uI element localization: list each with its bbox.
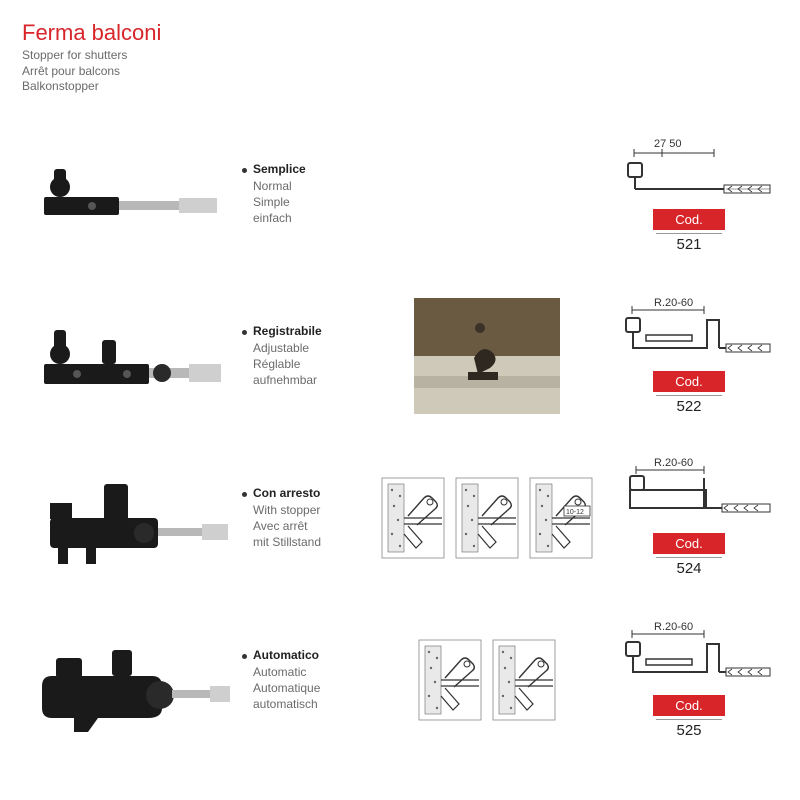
variant-name-it: Con arresto [253,486,320,500]
product-illustration [22,620,242,740]
instruction-drawing [454,476,520,560]
code-column: R.20-60 Cod. 524 [602,457,782,578]
variant-name-it: Semplice [253,162,306,176]
code-number: 521 [656,233,721,253]
product-description: Registrabile AdjustableRéglableaufnehmba… [242,323,372,388]
middle-illustrations: 10-12 [372,458,602,578]
variant-name-alt: Simple [242,194,372,210]
code-badge: Cod. [653,695,724,716]
svg-text:27 50: 27 50 [654,138,682,150]
dimension-drawing: 27 50 [602,133,776,203]
middle-illustrations [372,620,602,740]
product-illustration [22,134,242,254]
product-row: Registrabile AdjustableRéglableaufnehmba… [22,275,778,437]
variant-name-it: Automatico [253,648,319,662]
instruction-drawing [491,638,557,722]
middle-illustrations [372,296,602,416]
middle-illustrations [372,134,602,254]
product-description: Semplice NormalSimpleeinfach [242,161,372,226]
variant-name-alt: With stopper [242,502,372,518]
code-badge: Cod. [653,209,724,230]
product-row: Con arresto With stopperAvec arrêtmit St… [22,437,778,599]
variant-name-alt: Automatic [242,664,372,680]
code-number: 525 [656,719,721,739]
product-description: Automatico AutomaticAutomatiqueautomatis… [242,647,372,712]
variant-name-it: Registrabile [253,324,322,338]
code-number: 524 [656,557,721,577]
svg-text:R.20-60: R.20-60 [654,621,693,633]
dimension-drawing: R.20-60 [602,457,776,527]
code-number: 522 [656,395,721,415]
svg-text:R.20-60: R.20-60 [654,457,693,469]
variant-name-alt: Automatique [242,680,372,696]
context-photo [414,298,560,414]
instruction-drawing [380,476,446,560]
subtitle-1: Stopper for shutters [22,48,778,64]
variant-name-alt: einfach [242,210,372,226]
code-column: 27 50 Cod. 521 [602,133,782,254]
variant-name-alt: Réglable [242,356,372,372]
variant-name-alt: Avec arrêt [242,518,372,534]
svg-text:10-12: 10-12 [566,509,584,516]
product-illustration [22,296,242,416]
variant-name-alt: mit Stillstand [242,534,372,550]
subtitle-3: Balkonstopper [22,79,778,95]
dimension-drawing: R.20-60 [602,295,776,365]
code-column: R.20-60 Cod. 525 [602,619,782,740]
variant-name-alt: Normal [242,178,372,194]
code-badge: Cod. [653,371,724,392]
product-illustration [22,458,242,578]
subtitle-2: Arrêt pour balcons [22,64,778,80]
variant-name-alt: aufnehmbar [242,372,372,388]
product-row: Automatico AutomaticAutomatiqueautomatis… [22,599,778,761]
variant-name-alt: automatisch [242,696,372,712]
page-title: Ferma balconi [22,20,778,46]
dimension-drawing: R.20-60 [602,619,776,689]
product-description: Con arresto With stopperAvec arrêtmit St… [242,485,372,550]
instruction-drawing: 10-12 [528,476,594,560]
code-column: R.20-60 Cod. 522 [602,295,782,416]
variant-name-alt: Adjustable [242,340,372,356]
product-row: Semplice NormalSimpleeinfach 27 50 Cod. … [22,113,778,275]
instruction-drawing [417,638,483,722]
svg-text:R.20-60: R.20-60 [654,297,693,309]
code-badge: Cod. [653,533,724,554]
